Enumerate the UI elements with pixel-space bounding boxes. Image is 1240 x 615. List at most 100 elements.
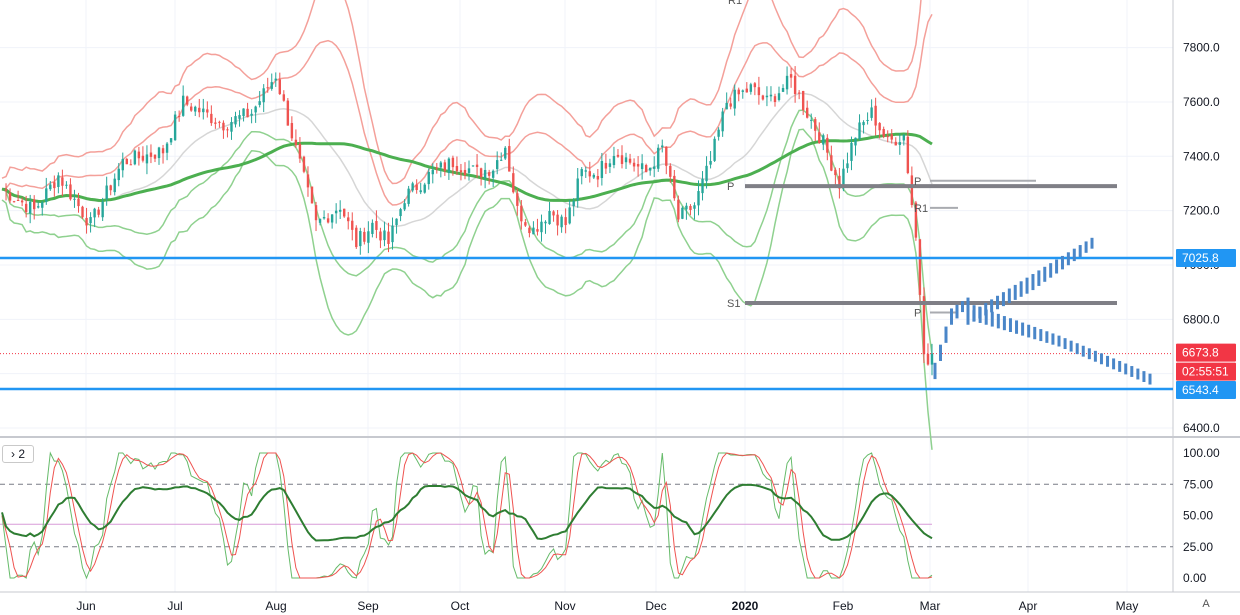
candle-body bbox=[636, 164, 640, 167]
candle-body bbox=[504, 147, 507, 159]
projection-bar bbox=[1072, 248, 1076, 262]
candle-body bbox=[57, 175, 60, 187]
candle-body bbox=[367, 231, 370, 243]
candle-body bbox=[822, 135, 825, 145]
candle-body bbox=[463, 169, 467, 175]
candle-body bbox=[133, 150, 137, 165]
candle-body bbox=[145, 154, 149, 164]
time-tick-label: Aug bbox=[265, 599, 286, 613]
projection-bar bbox=[1081, 345, 1085, 357]
candle-body bbox=[141, 155, 145, 161]
oscillator-strength-line bbox=[1, 483, 933, 542]
candle-body bbox=[129, 164, 133, 166]
pivot-label: P bbox=[914, 308, 921, 320]
projection-bar bbox=[996, 295, 1000, 310]
candle-body bbox=[733, 89, 736, 109]
candle-body bbox=[45, 188, 48, 202]
candle-body bbox=[898, 142, 901, 145]
candle-body bbox=[580, 169, 583, 177]
candle-body bbox=[818, 132, 821, 144]
candle-body bbox=[230, 122, 233, 132]
projection-bar bbox=[1060, 255, 1064, 270]
candle-body bbox=[918, 239, 922, 295]
candle-body bbox=[801, 90, 805, 111]
candle-body bbox=[254, 106, 257, 113]
pane-number-label: 2 bbox=[18, 447, 26, 461]
candle-body bbox=[596, 175, 600, 180]
candle-body bbox=[520, 205, 523, 222]
candle-body bbox=[713, 138, 716, 161]
price-tick-label: 7600.0 bbox=[1183, 95, 1220, 109]
candle-body bbox=[926, 353, 930, 365]
projection-bar bbox=[972, 305, 976, 322]
projection-bar bbox=[984, 303, 988, 316]
candle-body bbox=[495, 160, 499, 170]
projection-bar bbox=[1008, 318, 1012, 332]
candle-body bbox=[512, 173, 515, 193]
projection-bar bbox=[1069, 340, 1073, 352]
price-tag-box bbox=[1176, 362, 1236, 381]
candle-body bbox=[640, 163, 644, 170]
candle-body bbox=[508, 146, 511, 172]
candle-body bbox=[262, 88, 265, 103]
candle-body bbox=[653, 166, 656, 169]
candle-body bbox=[846, 163, 849, 169]
candle-body bbox=[322, 216, 326, 219]
candle-body bbox=[20, 200, 24, 203]
candle-body bbox=[677, 199, 680, 220]
candle-body bbox=[242, 108, 245, 117]
indicator-bands bbox=[1, 0, 933, 450]
projection-bar bbox=[1051, 333, 1055, 345]
time-tick-label: Apr bbox=[1019, 599, 1038, 613]
candle-body bbox=[882, 128, 885, 137]
candle-body bbox=[729, 103, 732, 107]
candle-body bbox=[785, 75, 789, 90]
projection-bar bbox=[1043, 266, 1047, 282]
oscillator-tick-label: 25.00 bbox=[1183, 540, 1213, 554]
candle-body bbox=[334, 210, 338, 214]
candle-body bbox=[419, 190, 422, 193]
projection-bar bbox=[1002, 316, 1006, 331]
pane-collapse-button[interactable]: › 2 bbox=[2, 445, 34, 463]
candle-body bbox=[274, 78, 277, 81]
candle-body bbox=[657, 147, 660, 169]
candle-body bbox=[343, 208, 346, 217]
candle-body bbox=[97, 209, 100, 215]
pivot-label: P bbox=[914, 176, 921, 188]
projection-bar bbox=[1015, 320, 1019, 334]
oscillator-pane bbox=[0, 451, 1173, 580]
projection-bar bbox=[1112, 358, 1116, 370]
candle-body bbox=[218, 121, 221, 123]
candle-body bbox=[608, 163, 612, 167]
candle-body bbox=[53, 182, 56, 189]
candle-body bbox=[447, 158, 451, 174]
projection-bar bbox=[1099, 353, 1103, 365]
projection-bar bbox=[1124, 363, 1128, 375]
candle-body bbox=[753, 83, 757, 88]
candle-body bbox=[379, 231, 382, 241]
horizontal-levels: P S1 P R1 P R1 bbox=[0, 0, 1173, 391]
candle-body bbox=[810, 119, 813, 121]
candle-body bbox=[8, 192, 12, 201]
pivot-label: P bbox=[727, 181, 734, 193]
projection-bar bbox=[1063, 338, 1067, 350]
projection-bar bbox=[978, 307, 982, 323]
projection-bar bbox=[1037, 270, 1041, 286]
candle-body bbox=[479, 168, 483, 178]
gray-midband-line bbox=[1, 92, 933, 228]
candle-body bbox=[588, 171, 591, 177]
candle-body bbox=[198, 107, 201, 113]
candle-body bbox=[805, 107, 809, 118]
auto-scale-button[interactable]: A bbox=[1202, 598, 1210, 610]
candle-body bbox=[745, 88, 749, 93]
candle-body bbox=[431, 169, 434, 175]
projection-bar bbox=[1078, 245, 1082, 257]
time-tick-label: Feb bbox=[833, 599, 854, 613]
candle-body bbox=[153, 154, 157, 159]
price-tag-box bbox=[1176, 248, 1236, 267]
candle-body bbox=[459, 170, 463, 173]
lower-band-outer-line bbox=[1, 128, 933, 450]
time-tick-label: Jul bbox=[167, 599, 182, 613]
